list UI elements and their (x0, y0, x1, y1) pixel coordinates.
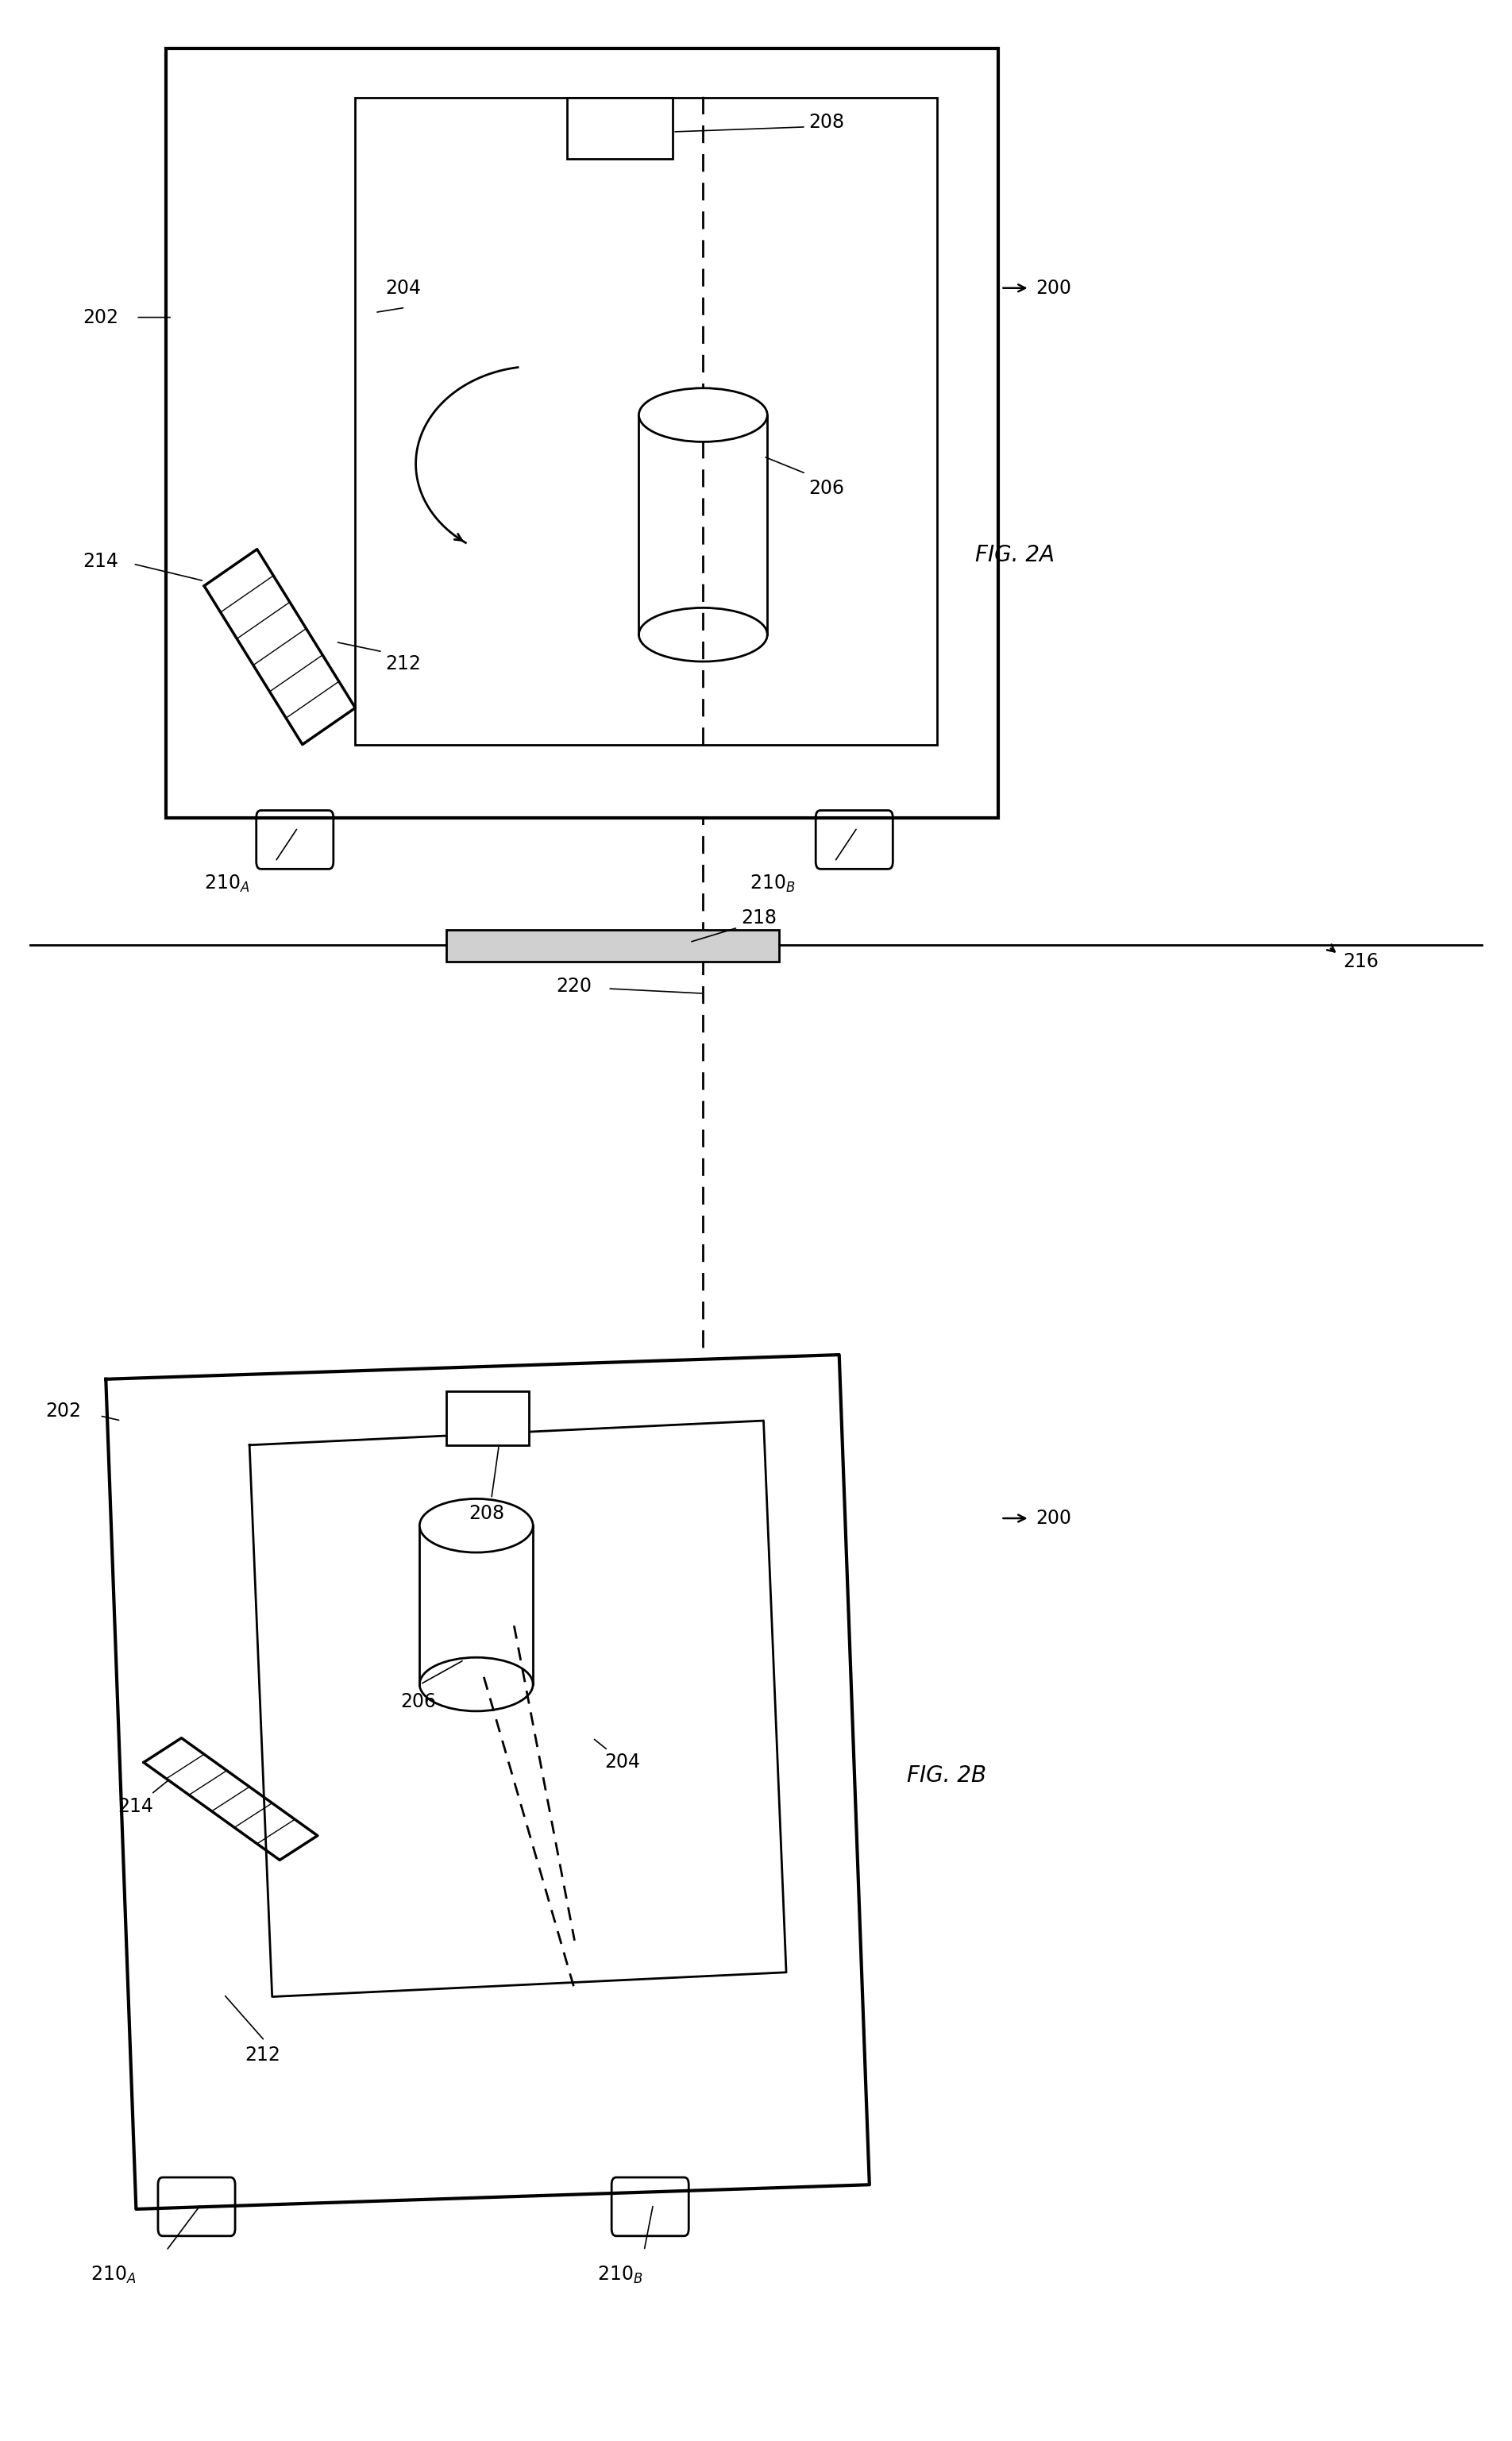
Text: 204: 204 (386, 278, 422, 298)
Bar (446, 930, 779, 962)
Text: 202: 202 (83, 308, 119, 327)
Text: 206: 206 (809, 478, 845, 498)
Text: 212: 212 (386, 654, 422, 674)
FancyBboxPatch shape (815, 810, 892, 869)
Text: 208: 208 (469, 1504, 505, 1523)
Text: 212: 212 (245, 2046, 281, 2065)
FancyBboxPatch shape (611, 2177, 688, 2236)
Bar (355, 98, 937, 745)
Text: 216: 216 (1343, 952, 1379, 972)
Ellipse shape (419, 1499, 532, 1552)
Text: 208: 208 (809, 112, 845, 132)
Text: 202: 202 (45, 1401, 82, 1421)
FancyBboxPatch shape (256, 810, 333, 869)
Text: 214: 214 (118, 1797, 154, 1816)
Bar (567, 98, 673, 159)
Text: FIG. 2B: FIG. 2B (907, 1765, 987, 1787)
Text: 210$_A$: 210$_A$ (91, 2265, 136, 2285)
Bar (166, 49, 998, 818)
Text: 218: 218 (741, 908, 777, 928)
Ellipse shape (638, 388, 767, 442)
Text: 214: 214 (83, 552, 119, 571)
Text: FIG. 2A: FIG. 2A (975, 544, 1055, 566)
Text: 204: 204 (605, 1753, 641, 1772)
Text: 210$_B$: 210$_B$ (597, 2265, 643, 2285)
Text: 206: 206 (401, 1692, 437, 1711)
FancyBboxPatch shape (159, 2177, 236, 2236)
Text: 200: 200 (1036, 1509, 1072, 1528)
Text: 200: 200 (1036, 278, 1072, 298)
Text: 210$_B$: 210$_B$ (750, 874, 795, 893)
Text: 220: 220 (556, 976, 593, 996)
Bar (446, 1391, 529, 1445)
Text: 210$_A$: 210$_A$ (204, 874, 249, 893)
